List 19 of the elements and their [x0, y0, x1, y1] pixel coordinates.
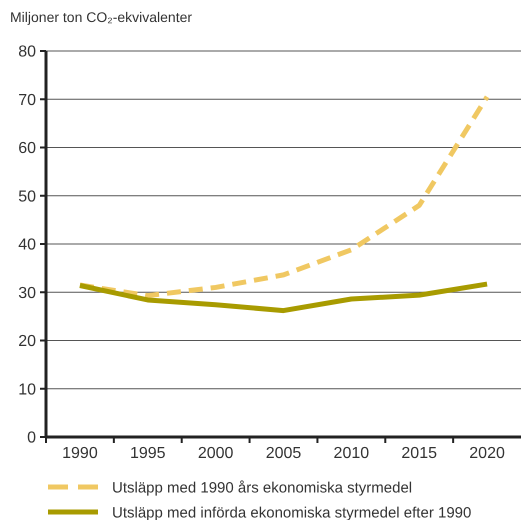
y-tick-label: 80: [18, 44, 36, 61]
x-tick-label: 1990: [62, 445, 98, 462]
y-tick-label: 50: [18, 188, 36, 206]
y-tick-label: 30: [18, 284, 36, 302]
x-tick-label: 2020: [469, 445, 505, 462]
legend-label: Utsläpp med 1990 års ekonomiska styrmedel: [112, 479, 412, 496]
y-tick-label: 20: [18, 333, 36, 350]
x-tick-label: 2005: [266, 445, 302, 462]
y-tick-label: 60: [18, 140, 36, 158]
y-tick-label: 0: [27, 430, 36, 447]
x-tick-label: 2000: [198, 445, 234, 462]
x-tick-label: 1995: [130, 445, 166, 462]
x-tick-label: 2015: [401, 445, 438, 462]
y-tick-label: 40: [18, 236, 36, 254]
x-tick-label: 2010: [334, 445, 370, 462]
y-tick-label: 70: [18, 92, 36, 109]
legend-label: Utsläpp med införda ekonomiska styrmedel efter 1990: [112, 504, 472, 520]
y-tick-label: 10: [18, 381, 36, 398]
y-axis-title: Miljoner ton CO₂-ekvivalenter: [10, 9, 192, 25]
